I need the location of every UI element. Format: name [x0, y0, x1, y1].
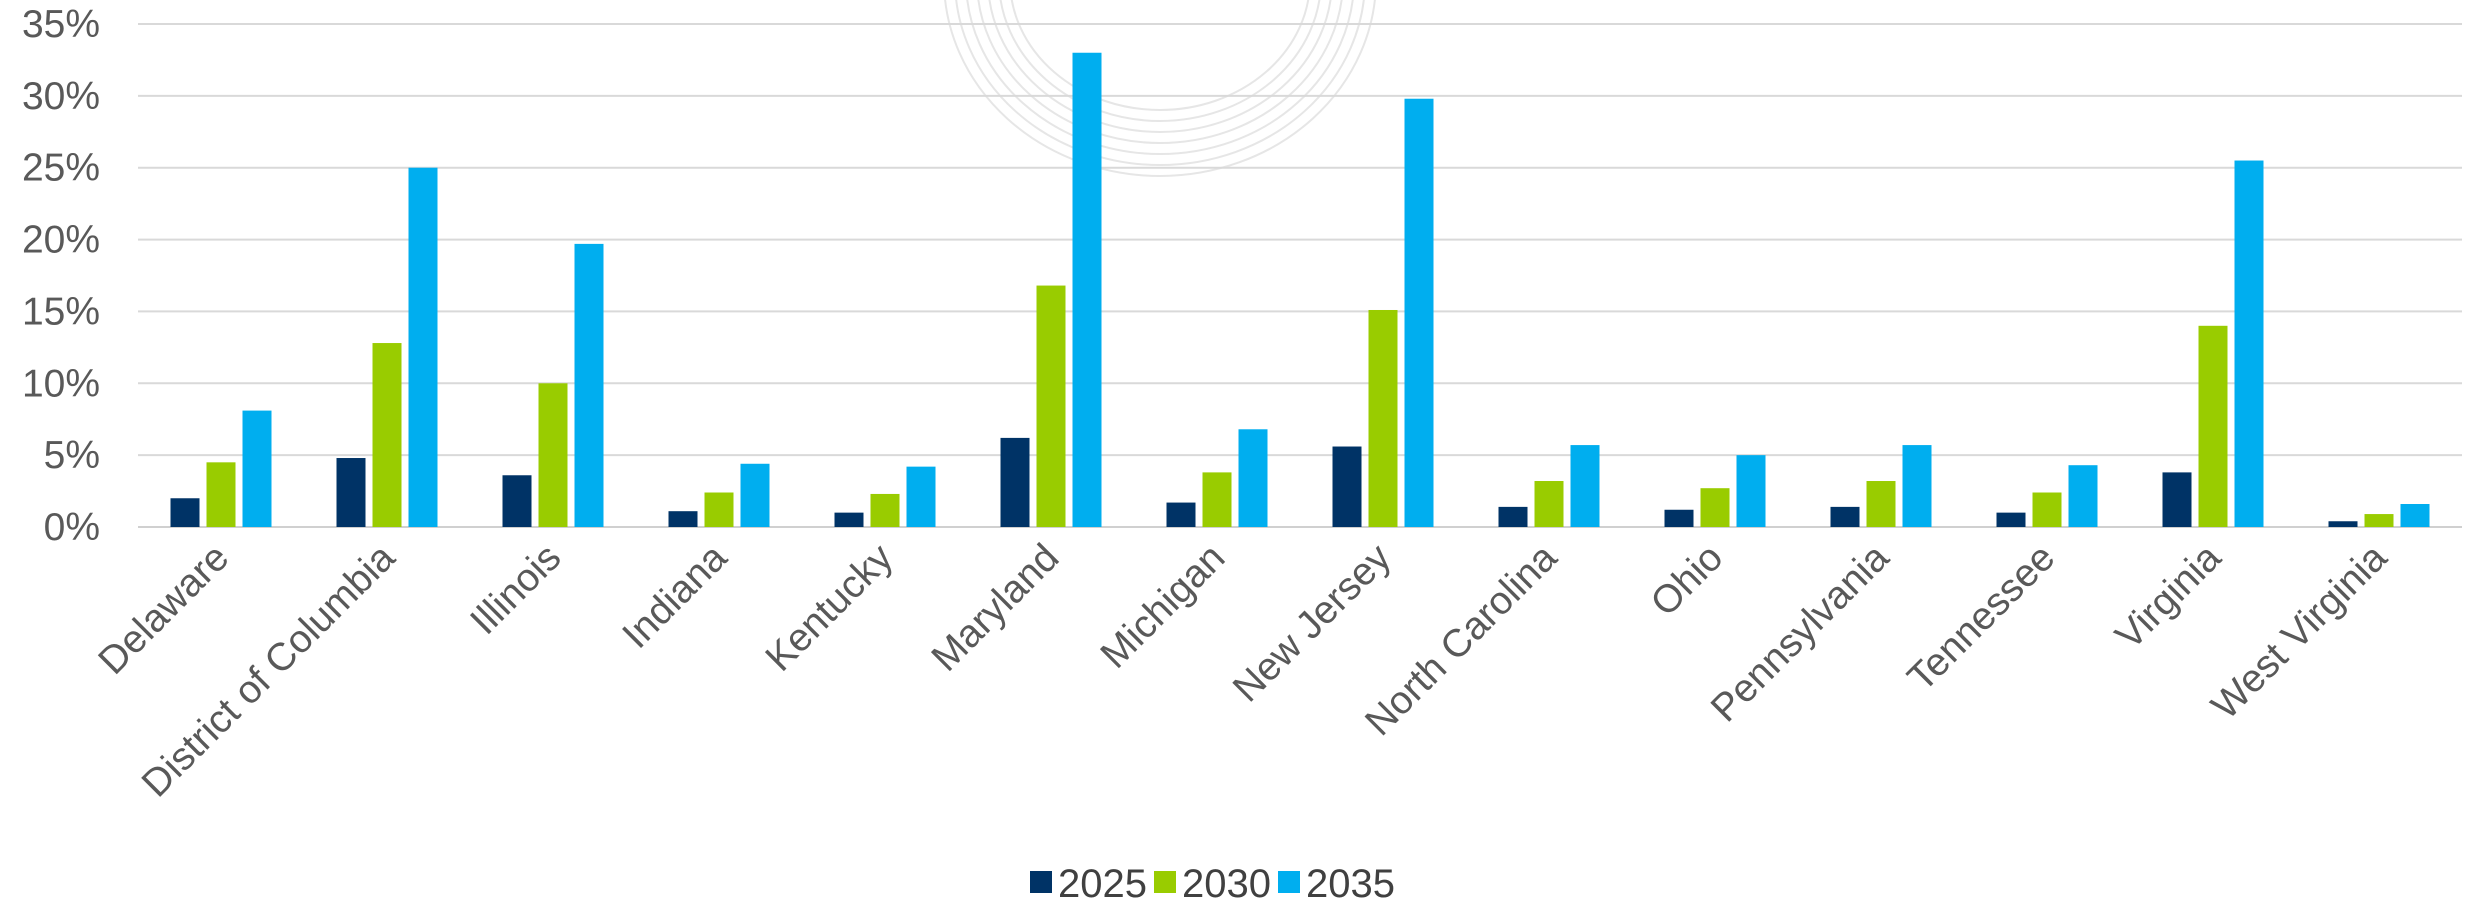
- x-tick-label: New Jersey: [1225, 536, 1400, 711]
- bar-2035: [408, 167, 438, 527]
- bar-2035: [2400, 504, 2430, 527]
- watermark-arc: [977, 0, 1343, 144]
- x-tick-label: Indiana: [614, 536, 735, 657]
- y-tick-label: 20%: [22, 219, 100, 262]
- bar-2025: [2162, 472, 2192, 527]
- bar-2030: [1700, 488, 1730, 527]
- bar-2030: [1534, 481, 1564, 527]
- bar-2025: [1000, 437, 1030, 527]
- bar-2030: [704, 492, 734, 527]
- bar-2030: [870, 493, 900, 527]
- watermark-arc: [988, 0, 1332, 133]
- bar-2025: [1996, 512, 2026, 527]
- legend-label-2030: 2030: [1182, 862, 1271, 906]
- bar-2030: [2364, 514, 2394, 527]
- bar-2030: [1866, 481, 1896, 527]
- y-tick-label: 35%: [22, 3, 100, 46]
- bar-2025: [668, 511, 698, 527]
- x-tick-label: Virginia: [2107, 536, 2229, 658]
- bar-2025: [1498, 506, 1528, 527]
- bar-2035: [1736, 455, 1766, 527]
- bar-2025: [834, 512, 864, 527]
- x-tick-label: West Virginia: [2204, 536, 2396, 728]
- y-tick-label: 30%: [22, 75, 100, 118]
- bar-2030: [372, 343, 402, 527]
- y-tick-label: 15%: [22, 290, 100, 333]
- x-tick-label: Pennsylvania: [1703, 536, 1898, 731]
- y-tick-label: 0%: [44, 506, 100, 549]
- watermark-arc: [1010, 0, 1310, 111]
- bar-2035: [242, 410, 272, 527]
- x-tick-label: Kentucky: [758, 536, 902, 680]
- bar-2030: [2198, 325, 2228, 527]
- bar-2025: [170, 498, 200, 527]
- bar-2030: [1036, 285, 1066, 527]
- watermark-arc: [955, 0, 1365, 166]
- bar-2035: [1404, 98, 1434, 527]
- watermark-arc: [966, 0, 1354, 155]
- bar-2035: [740, 463, 770, 527]
- bar-2030: [206, 462, 236, 527]
- bar-2025: [502, 475, 532, 527]
- watermark-arc: [944, 0, 1376, 177]
- x-tick-label: Ohio: [1643, 536, 1732, 625]
- decorative-watermark: [944, 0, 1376, 177]
- legend-label-2035: 2035: [1306, 862, 1395, 906]
- y-axis: 0% 5% 10% 15% 20% 25% 30% 35%: [22, 3, 100, 549]
- x-tick-label: Delaware: [90, 536, 237, 683]
- x-tick-label: Michigan: [1093, 536, 1234, 677]
- x-tick-label: Illinois: [462, 536, 569, 643]
- legend: 2025 2030 2035: [1030, 862, 1395, 906]
- legend-swatch-2030: [1154, 871, 1176, 893]
- watermark-arc: [999, 0, 1321, 122]
- bar-2025: [1332, 446, 1362, 527]
- bars: [170, 52, 2430, 527]
- bar-2035: [906, 466, 936, 527]
- bar-2030: [1368, 309, 1398, 527]
- bar-2025: [2328, 521, 2358, 527]
- bar-2025: [1166, 502, 1196, 527]
- x-tick-label: Tennessee: [1900, 536, 2064, 700]
- bar-2030: [538, 383, 568, 527]
- bar-2035: [1570, 445, 1600, 527]
- bar-2030: [1202, 472, 1232, 527]
- y-tick-label: 5%: [44, 434, 100, 477]
- y-tick-label: 10%: [22, 362, 100, 405]
- bar-2035: [1902, 445, 1932, 527]
- bar-2025: [336, 458, 366, 527]
- legend-label-2025: 2025: [1058, 862, 1147, 906]
- bar-2025: [1830, 506, 1860, 527]
- legend-swatch-2035: [1278, 871, 1300, 893]
- bar-2035: [574, 243, 604, 527]
- legend-swatch-2025: [1030, 871, 1052, 893]
- bar-2030: [2032, 492, 2062, 527]
- bar-2035: [2234, 160, 2264, 527]
- bar-2035: [2068, 465, 2098, 527]
- x-tick-label: Maryland: [924, 536, 1068, 680]
- bar-2025: [1664, 509, 1694, 527]
- bar-2035: [1072, 52, 1102, 527]
- y-tick-label: 25%: [22, 147, 100, 190]
- bar-2035: [1238, 429, 1268, 527]
